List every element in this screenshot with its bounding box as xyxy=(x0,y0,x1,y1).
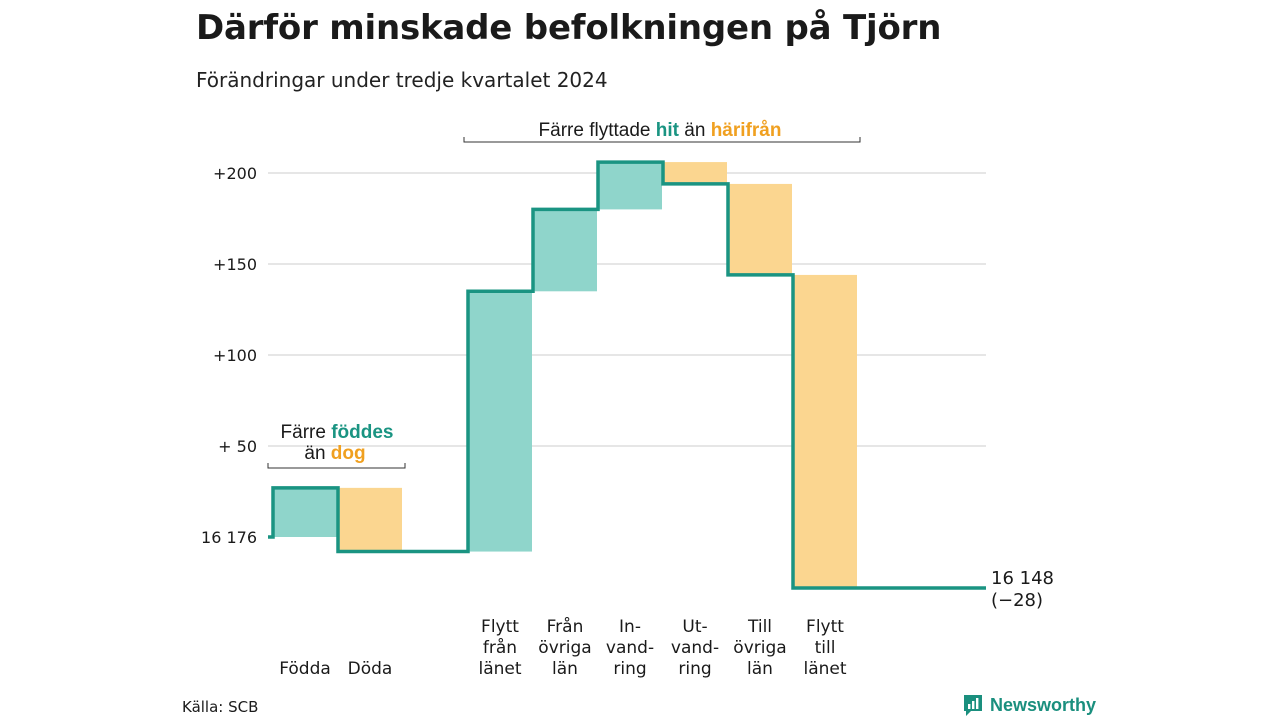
category-label: län xyxy=(552,659,578,679)
annotation-births-bracket xyxy=(267,463,406,469)
category-label: länet xyxy=(478,659,521,679)
category-label: Döda xyxy=(348,659,393,679)
category-label: Ut- xyxy=(682,617,707,637)
end-label-line: (−28) xyxy=(991,590,1043,611)
category-label: Flytt xyxy=(481,617,519,637)
bar-outflow xyxy=(663,162,727,184)
bar-inflow xyxy=(273,487,337,537)
bar-outflow xyxy=(793,274,857,588)
category-label: Till xyxy=(747,617,772,637)
category-label: Från xyxy=(547,616,584,637)
y-tick-label: 16 176 xyxy=(201,528,257,547)
y-tick-label: + 50 xyxy=(218,437,257,456)
chart-subtitle: Förändringar under tredje kvartalet 2024 xyxy=(196,68,608,92)
y-tick-label: +100 xyxy=(213,346,257,365)
category-label: övriga xyxy=(538,638,591,658)
brand-name: Newsworthy xyxy=(990,694,1097,715)
grid-lines xyxy=(268,172,986,447)
brand-logo: Newsworthy xyxy=(962,693,1096,717)
bar-outflow xyxy=(338,487,402,552)
category-label: länet xyxy=(803,659,846,679)
category-label: län xyxy=(747,659,773,679)
source-label: Källa: SCB xyxy=(182,698,259,716)
y-tick-label: +200 xyxy=(213,164,257,183)
category-label: Födda xyxy=(279,659,331,679)
category-label: vand- xyxy=(671,638,719,658)
annotation-moves: Färre flyttade hit än härifrån xyxy=(463,120,861,143)
annotation-moves-bracket xyxy=(463,137,861,143)
category-label: från xyxy=(483,637,517,658)
category-label: vand- xyxy=(606,638,654,658)
category-label: övriga xyxy=(733,638,786,658)
bar-inflow xyxy=(533,209,597,292)
running-total-line xyxy=(268,160,986,590)
chart-title: Därför minskade befolkningen på Tjörn xyxy=(196,8,942,48)
bar-outflow xyxy=(728,183,792,275)
newsworthy-logo-icon xyxy=(964,695,982,716)
end-value-label: 16 148(−28) xyxy=(991,568,1054,611)
category-label: till xyxy=(815,638,836,658)
y-tick-label: +150 xyxy=(213,255,257,274)
end-label-line: 16 148 xyxy=(991,568,1054,589)
category-label: ring xyxy=(678,659,711,679)
y-axis-ticks: 16 176 + 50 +100 +150 +200 xyxy=(201,164,257,547)
category-labels: Födda DödaFlyttfrånlänetFrånövrigalänIn-v… xyxy=(279,616,847,679)
bars xyxy=(273,162,857,588)
annotation-births-line1: Färre föddes xyxy=(281,422,394,443)
step-line xyxy=(268,160,986,590)
bar-inflow xyxy=(468,291,532,552)
bar-inflow xyxy=(598,162,662,210)
category-label: Flytt xyxy=(806,617,844,637)
annotation-moves-text: Färre flyttade hit än härifrån xyxy=(539,120,782,141)
annotation-births: Färre föddes än dog xyxy=(267,422,406,469)
category-label: ring xyxy=(613,659,646,679)
category-label: In- xyxy=(619,617,641,637)
annotation-births-line2: än dog xyxy=(304,443,365,464)
